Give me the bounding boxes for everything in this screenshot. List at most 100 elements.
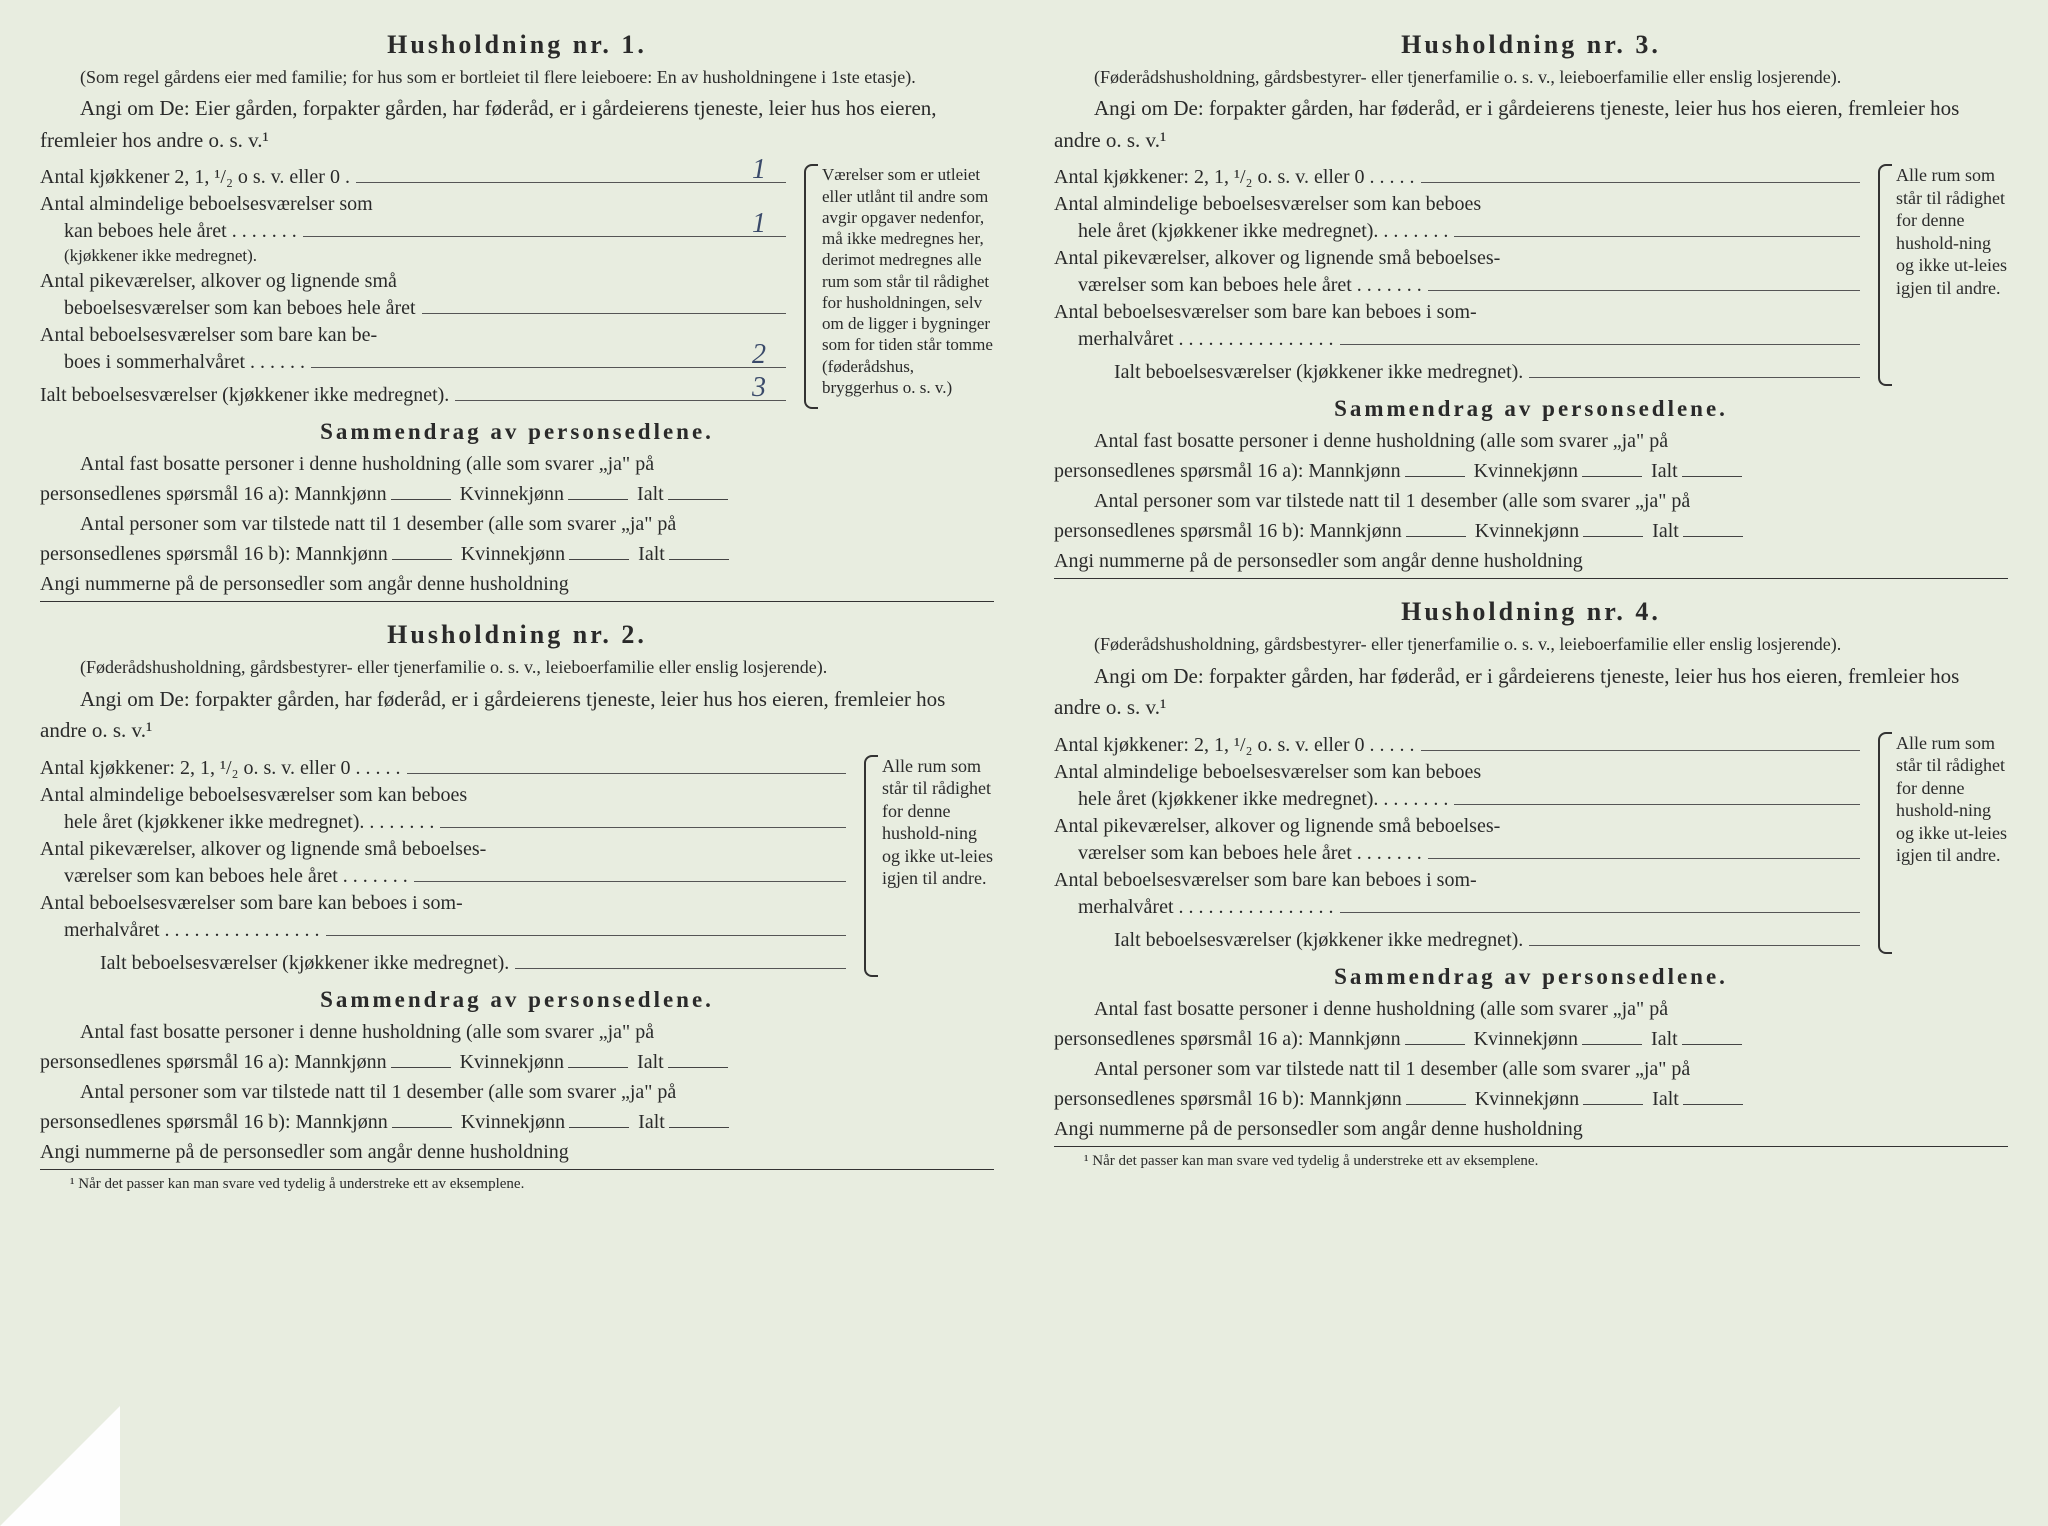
ialt-label: Ialt [1651,1028,1678,1050]
blank [1421,733,1861,751]
blank [1428,273,1860,291]
h1-q2-val: 1 [752,205,766,243]
household-1: Husholdning nr. 1. (Som regel gårdens ei… [40,30,994,602]
h1-q3-blank [422,296,786,314]
h2-angi-num: Angi nummerne på de personsedler som ang… [40,1137,994,1170]
h1-q3a: Antal pikeværelser, alkover og lignende … [40,268,397,295]
h1-q2-note: (kjøkkener ikke medregnet). [64,245,257,268]
h4-subtitle: (Føderådshusholdning, gårdsbestyrer- ell… [1054,633,2008,656]
h4-angi: Angi om De: forpakter gården, har føderå… [1054,661,2008,724]
h2-q2a: Antal almindelige beboelsesværelser som … [40,782,467,809]
brace-icon [1878,164,1892,386]
h1-title: Husholdning nr. 1. [40,30,994,60]
h1-q1: Antal kjøkkener 2, 1, ¹/₂ o s. v. eller … [40,164,350,191]
h1-questions: Antal kjøkkener 2, 1, ¹/₂ o s. v. eller … [40,164,792,409]
blank [1583,521,1643,537]
h4-sidenote-text: Alle rum som står til rådighet for denne… [1896,733,2007,866]
h2-angi: Angi om De: forpakter gården, har føderå… [40,684,994,747]
ialt-label: Ialt [637,483,664,505]
h3-angi-num: Angi nummerne på de personsedler som ang… [1054,546,2008,579]
h3-sum-fields2: personsedlenes spørsmål 16 b): Mannkjønn… [1054,516,2008,546]
kvin-label: Kvinnekjønn [1474,1028,1578,1050]
ialt-label: Ialt [638,543,665,565]
blank [1529,928,1860,946]
h2-sum-fields1: personsedlenes spørsmål 16 a): Mannkjønn… [40,1047,994,1077]
h3-subtitle: (Føderådshusholdning, gårdsbestyrer- ell… [1054,66,2008,89]
ialt-label: Ialt [1652,520,1679,542]
footnote-left: ¹ Når det passer kan man svare ved tydel… [40,1176,994,1193]
brace-icon [1878,732,1892,954]
ialt-label: Ialt [638,1111,665,1133]
h1-angi-num: Angi nummerne på de personsedler som ang… [40,569,994,602]
h4-q4b: merhalvåret . . . . . . . . . . . . . . … [1078,894,1334,921]
blank [568,484,628,500]
blank [569,544,629,560]
h2-title: Husholdning nr. 2. [40,620,994,650]
h2-sidenote-text: Alle rum som står til rådighet for denne… [882,756,993,889]
h2-q3a: Antal pikeværelser, alkover og lignende … [40,836,486,863]
h3-sidenote-text: Alle rum som står til rådighet for denne… [1896,165,2007,298]
angi-num-text: Angi nummerne på de personsedler som ang… [40,1141,569,1163]
blank [1340,327,1861,345]
blank [1583,1089,1643,1105]
blank [515,951,846,969]
h2-q1: Antal kjøkkener: 2, 1, ¹/₂ o. s. v. elle… [40,755,401,782]
kvin-label: Kvinnekjønn [1474,460,1578,482]
blank [1340,895,1861,913]
blank [1582,1029,1642,1045]
sum-l1b: personsedlenes spørsmål 16 a): Mannkjønn [1054,1028,1401,1050]
h1-total: Ialt beboelsesværelser (kjøkkener ikke m… [40,382,449,409]
sum-l1b: personsedlenes spørsmål 16 a): Mannkjønn [40,1051,387,1073]
h4-summary-title: Sammendrag av personsedlene. [1054,964,2008,990]
h1-questions-wrap: Antal kjøkkener 2, 1, ¹/₂ o s. v. eller … [40,164,994,409]
blank [1683,1089,1743,1105]
h2-total: Ialt beboelsesværelser (kjøkkener ikke m… [100,950,509,977]
blank [668,484,728,500]
kvin-label: Kvinnekjønn [1475,1088,1579,1110]
h3-questions-wrap: Antal kjøkkener: 2, 1, ¹/₂ o. s. v. elle… [1054,164,2008,386]
blank [1683,521,1743,537]
h4-q2a: Antal almindelige beboelsesværelser som … [1054,759,1481,786]
blank [1421,165,1861,183]
h3-sum-l2: Antal personer som var tilstede natt til… [1054,486,2008,516]
h1-q1-blank: 1 [356,165,786,183]
brace-icon [804,164,818,409]
h3-title: Husholdning nr. 3. [1054,30,2008,60]
blank [1582,461,1642,477]
blank [392,1112,452,1128]
h3-sum-fields1: personsedlenes spørsmål 16 a): Mannkjønn… [1054,456,2008,486]
blank [414,864,846,882]
left-column: Husholdning nr. 1. (Som regel gårdens ei… [40,30,994,1496]
h2-subtitle: (Føderådshusholdning, gårdsbestyrer- ell… [40,656,994,679]
h1-q4a: Antal beboelsesværelser som bare kan be- [40,322,377,349]
h4-angi-num: Angi nummerne på de personsedler som ang… [1054,1114,2008,1147]
h1-sum-l1: Antal fast bosatte personer i denne hush… [40,449,994,479]
blank [1529,360,1860,378]
h2-q2b: hele året (kjøkkener ikke medregnet). . … [64,809,434,836]
blank [391,1052,451,1068]
footnote-right: ¹ Når det passer kan man svare ved tydel… [1054,1153,2008,1170]
h1-subtitle: (Som regel gårdens eier med familie; for… [40,66,994,89]
h1-sum-l1b: personsedlenes spørsmål 16 a): Mannkjønn [40,483,387,505]
h3-questions: Antal kjøkkener: 2, 1, ¹/₂ o. s. v. elle… [1054,164,1866,386]
blank [1454,219,1860,237]
h1-sum-l2b: personsedlenes spørsmål 16 b): Mannkjønn [40,543,388,565]
h4-sum-fields1: personsedlenes spørsmål 16 a): Mannkjønn… [1054,1024,2008,1054]
page-corner-fold [0,1406,120,1526]
h3-q4b: merhalvåret . . . . . . . . . . . . . . … [1078,326,1334,353]
kvin-label: Kvinnekjønn [460,483,564,505]
blank [1405,1029,1465,1045]
h1-total-val: 3 [752,369,766,407]
angi-num-text: Angi nummerne på de personsedler som ang… [40,573,569,595]
h1-q2b: kan beboes hele året . . . . . . . [64,218,297,245]
blank [668,1052,728,1068]
h4-total: Ialt beboelsesværelser (kjøkkener ikke m… [1114,927,1523,954]
blank [1682,1029,1742,1045]
blank [669,1112,729,1128]
blank [1405,461,1465,477]
h1-sum-fields1: personsedlenes spørsmål 16 a): Mannkjønn… [40,479,994,509]
kvin-label: Kvinnekjønn [461,1111,565,1133]
angi-num-text: Angi nummerne på de personsedler som ang… [1054,1118,1583,1140]
blank [392,544,452,560]
h3-q3a: Antal pikeværelser, alkover og lignende … [1054,245,1500,272]
